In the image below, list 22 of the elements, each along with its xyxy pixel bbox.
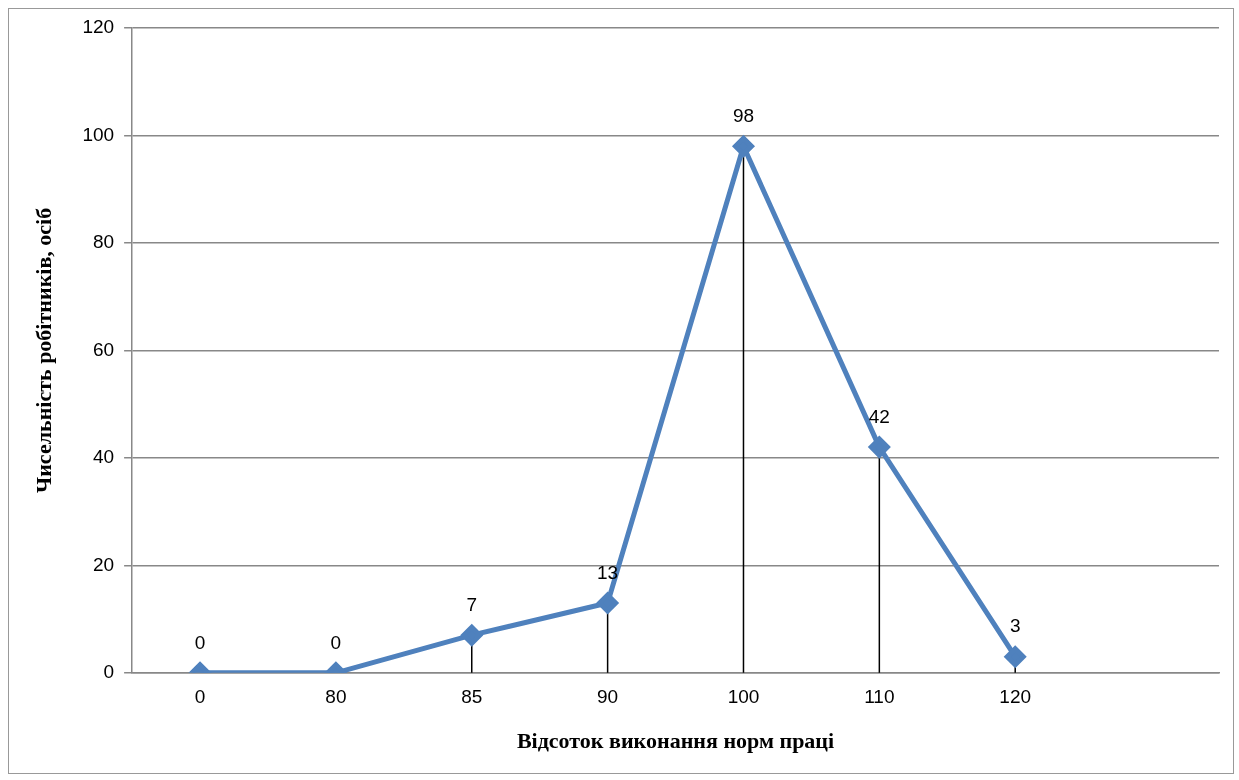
x-tick-label: 85: [461, 686, 483, 708]
x-tick-label: 110: [864, 686, 895, 708]
y-tick-label: 60: [92, 338, 115, 360]
y-tick-label: 20: [92, 553, 115, 575]
data-label: 3: [1009, 615, 1021, 637]
y-tick-label: 80: [92, 231, 115, 253]
x-tick-label: 90: [597, 686, 619, 708]
x-axis-title: Відсоток виконання норм праці: [516, 728, 835, 754]
y-tick-label: 120: [82, 16, 115, 38]
data-label: 42: [868, 405, 890, 427]
x-tick-label: 0: [194, 686, 206, 708]
y-tick-label: 40: [92, 446, 115, 468]
x-tick-label: 100: [727, 686, 760, 708]
data-label: 7: [466, 593, 478, 615]
x-tick-label: 80: [325, 686, 347, 708]
y-tick-label: 0: [103, 661, 115, 683]
data-label: 0: [194, 631, 206, 653]
data-label: 98: [732, 104, 755, 126]
y-tick-label: 100: [82, 123, 115, 145]
x-tick-label: 120: [999, 686, 1032, 708]
data-label: 0: [330, 631, 342, 653]
y-axis-title: Чисельність робітників, осіб: [30, 207, 56, 493]
